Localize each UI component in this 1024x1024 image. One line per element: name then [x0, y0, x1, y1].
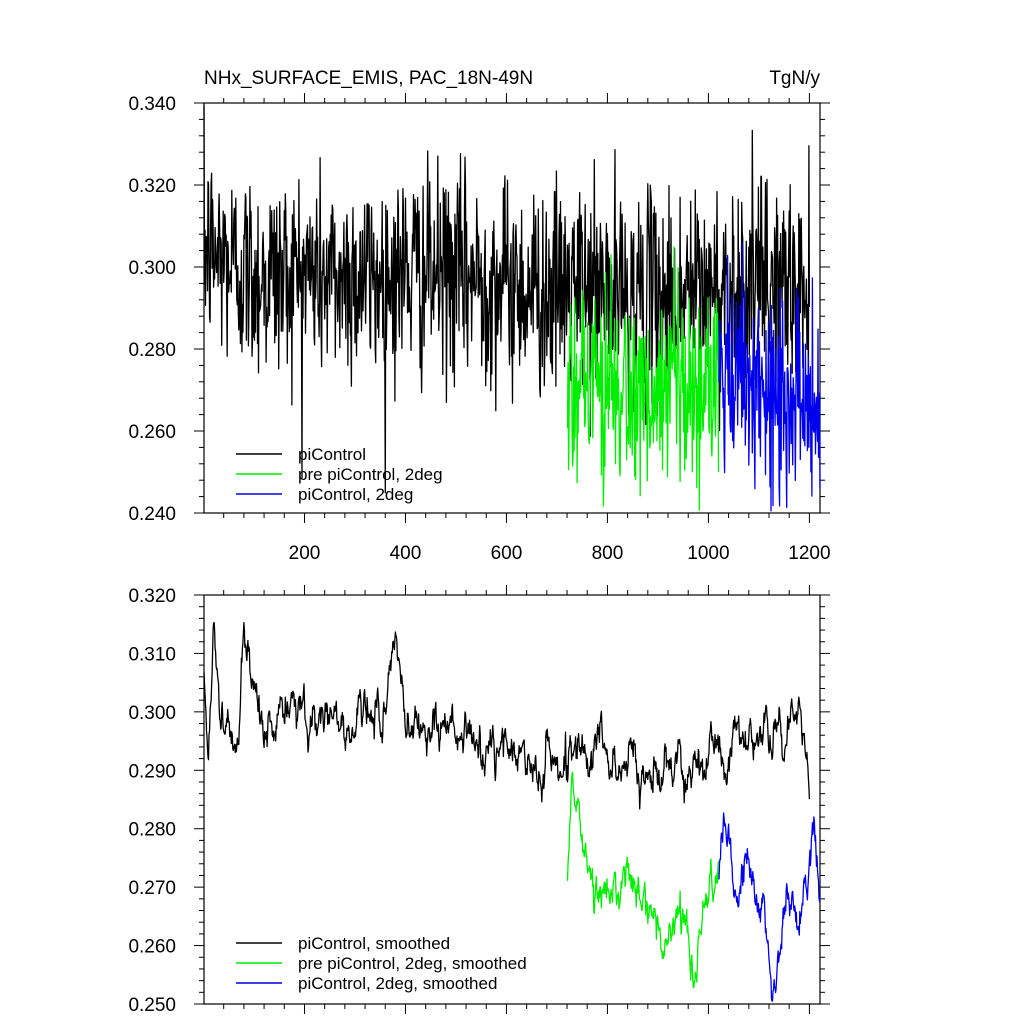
- y-tick-label: 0.300: [128, 703, 176, 724]
- series-line-2: [718, 812, 821, 1002]
- top-panel: 0.240 0.260 0.280 0.300 0.320 0.340 200 400 600 8…: [128, 93, 831, 564]
- series-line-0: [203, 621, 811, 810]
- y-tick-label: 0.340: [128, 94, 176, 115]
- x-tick-label: 800: [592, 543, 624, 564]
- series-line-2: [718, 242, 821, 512]
- legend-label-0: piControl, smoothed: [298, 934, 450, 953]
- top-chart-title: NHx_SURFACE_EMIS, PAC_18N-49N: [204, 68, 533, 89]
- y-tick-label: 0.270: [128, 878, 176, 899]
- x-tick-label: 1200: [788, 543, 830, 564]
- y-tick-label: 0.260: [128, 937, 176, 958]
- y-tick-label: 0.320: [128, 586, 176, 607]
- legend-label-1: pre piControl, 2deg: [298, 465, 443, 484]
- series-line-1: [566, 771, 720, 989]
- plot-frame: [203, 594, 821, 1005]
- legend-label-1: pre piControl, 2deg, smoothed: [298, 954, 527, 973]
- x-tick-label: 600: [491, 543, 523, 564]
- y-tick-label: 0.260: [128, 422, 176, 443]
- x-tick-label: 400: [390, 543, 422, 564]
- bottom-panel: 0.250 0.260 0.270 0.280 0.290 0.300 0.310 0.320…: [128, 585, 830, 1016]
- y-tick-label: 0.290: [128, 761, 176, 782]
- plot-frame: [203, 102, 821, 514]
- series-line-1: [566, 246, 720, 511]
- y-tick-label: 0.320: [128, 176, 176, 197]
- y-tick-label: 0.280: [128, 340, 176, 361]
- y-tick-label: 0.300: [128, 258, 176, 279]
- legend-label-0: piControl: [298, 445, 366, 464]
- legend-label-2: piControl, 2deg: [298, 485, 413, 504]
- legend-label-2: piControl, 2deg, smoothed: [298, 974, 497, 993]
- y-tick-label: 0.240: [128, 504, 176, 525]
- y-tick-label: 0.310: [128, 644, 176, 665]
- x-tick-label: 1000: [687, 543, 729, 564]
- y-tick-label: 0.280: [128, 820, 176, 841]
- y-tick-label: 0.250: [128, 995, 176, 1016]
- x-tick-label: 200: [289, 543, 321, 564]
- top-chart-units: TgN/y: [769, 68, 820, 89]
